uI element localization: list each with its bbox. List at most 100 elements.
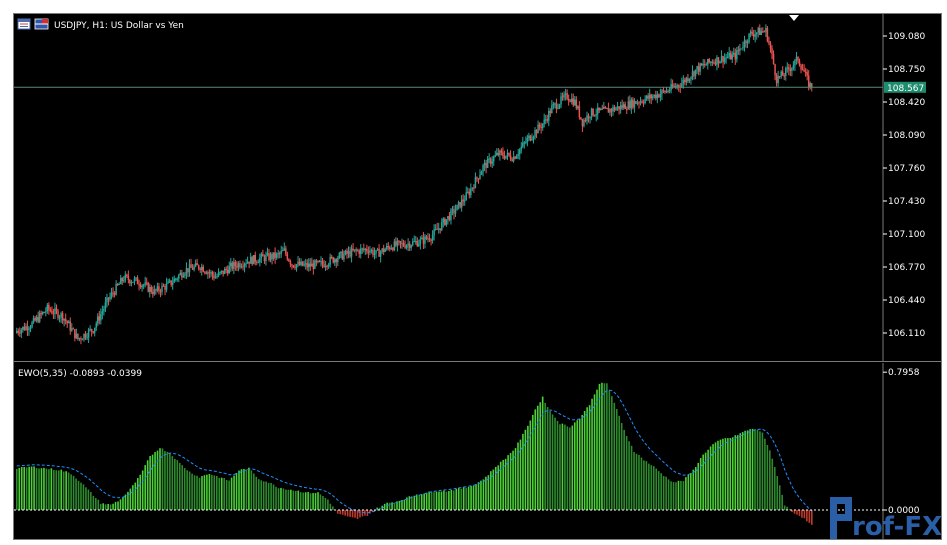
ewo-bar — [694, 467, 697, 511]
candle-body — [499, 150, 501, 156]
ewo-bar — [741, 432, 744, 511]
candle-body — [173, 278, 175, 283]
candle-body — [427, 238, 429, 240]
candle-body — [86, 337, 88, 339]
ewo-bar — [386, 502, 388, 511]
candle-body — [610, 109, 613, 112]
chart-canvas[interactable]: 109.080 108.750 108.420 108.090 107.760 107.4… — [14, 14, 942, 542]
candle-body — [431, 235, 434, 241]
candle-body — [81, 339, 84, 341]
ewo-bar — [430, 491, 433, 511]
ewo-bar — [465, 487, 467, 511]
candle-body — [392, 248, 394, 251]
ewo-bar — [215, 475, 218, 511]
ewo-bar — [731, 437, 734, 511]
candle-body — [661, 90, 663, 95]
shift-end-marker-icon[interactable] — [789, 15, 799, 21]
candle-body — [653, 94, 656, 97]
candle-body — [28, 328, 30, 331]
candle-body — [404, 245, 406, 248]
ewo-bar — [332, 506, 334, 511]
candle-body — [335, 259, 338, 263]
candle-body — [226, 270, 229, 274]
ewo-bar — [183, 468, 186, 511]
candle-body — [589, 116, 591, 119]
candle-body — [682, 79, 685, 84]
candle-body — [356, 250, 359, 252]
candle-body — [613, 107, 616, 111]
ewo-bar — [648, 463, 650, 511]
candle-body — [398, 240, 400, 242]
ewo-bar — [48, 469, 50, 511]
candle-body — [765, 28, 767, 32]
candle-body — [337, 258, 339, 263]
candle-body — [555, 103, 558, 109]
candle-body — [22, 326, 24, 330]
flag-icon[interactable] — [34, 18, 49, 30]
candle-body — [80, 338, 82, 340]
ewo-bar — [171, 456, 174, 511]
candle-body — [393, 241, 396, 251]
candle-body — [220, 270, 223, 272]
candle-body — [132, 281, 134, 283]
candle-body — [728, 52, 730, 57]
candle-body — [156, 286, 159, 291]
candle-body — [752, 34, 755, 37]
chart-window-icon[interactable] — [17, 18, 31, 30]
ewo-bar — [756, 429, 759, 511]
price-panel[interactable]: 109.080 108.750 108.420 108.090 107.760 107.4… — [14, 14, 941, 362]
ewo-bar — [60, 469, 63, 511]
candle-body — [246, 261, 249, 264]
candle-body — [587, 115, 590, 119]
ewo-bar — [198, 477, 201, 511]
candle-body — [606, 107, 608, 109]
ewo-bar — [811, 510, 813, 525]
ewo-bar — [754, 429, 756, 511]
ewo-bar — [161, 448, 164, 511]
ewo-bar — [507, 455, 509, 511]
candle-body — [254, 255, 256, 262]
ewo-bar — [324, 497, 327, 511]
candle-body — [237, 263, 240, 268]
candle-body — [344, 250, 347, 255]
candle-body — [535, 130, 538, 134]
ewo-bar — [717, 440, 719, 511]
candle-body — [45, 311, 47, 313]
candle-body — [586, 115, 588, 121]
ewo-indicator-panel[interactable]: 0.7958 0.0000 EWO(5,35) -0.0893 -0.0399 — [14, 363, 920, 539]
ewo-bar — [396, 501, 398, 511]
candle-body — [298, 261, 301, 265]
chart-window[interactable]: 109.080 108.750 108.420 108.090 107.760 107.4… — [13, 13, 942, 542]
candle-body — [485, 162, 487, 168]
ewo-bar — [692, 469, 695, 511]
ewo-bar — [522, 433, 524, 511]
candle-body — [67, 321, 70, 324]
candle-body — [707, 58, 709, 65]
candle-body — [488, 158, 490, 160]
candle-body — [396, 240, 399, 246]
candle-body — [517, 154, 519, 156]
price-tick-label: 108.090 — [888, 131, 925, 141]
ewo-bar — [359, 510, 361, 518]
ewo-bar — [243, 468, 245, 511]
ewo-bar — [806, 510, 808, 522]
ewo-bar — [275, 486, 277, 511]
candle-body — [713, 62, 715, 64]
ewo-bar — [181, 465, 184, 511]
watermark: rof-FX — [830, 497, 942, 542]
candle-body — [659, 94, 662, 98]
ewo-bar — [141, 470, 144, 511]
candle-body — [370, 249, 373, 251]
candle-body — [714, 62, 717, 65]
candle-body — [182, 275, 185, 278]
candle-body — [593, 115, 596, 117]
candle-body — [204, 271, 206, 273]
candle-body — [320, 261, 322, 263]
candle-body — [205, 272, 208, 274]
candle-body — [294, 267, 296, 269]
candle-body — [512, 156, 515, 162]
candle-body — [115, 284, 117, 295]
candle-body — [697, 66, 700, 72]
candle-body — [49, 309, 52, 311]
candle-body — [755, 32, 758, 35]
